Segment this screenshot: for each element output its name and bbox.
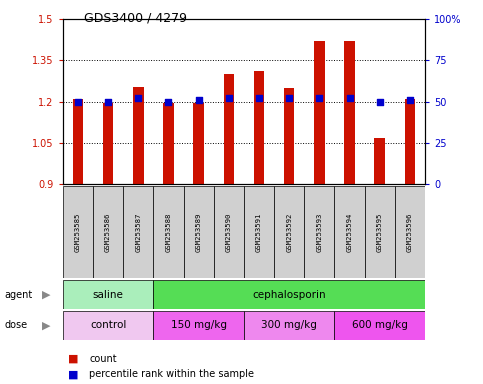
Text: GSM253587: GSM253587 [135, 213, 141, 252]
Text: ■: ■ [68, 369, 78, 379]
Point [195, 97, 202, 103]
Text: agent: agent [5, 290, 33, 300]
Bar [184, 186, 213, 278]
Bar [154, 280, 425, 309]
Text: ▶: ▶ [42, 320, 50, 331]
Text: ■: ■ [68, 354, 78, 364]
Bar [154, 311, 244, 340]
Bar [304, 186, 334, 278]
Text: percentile rank within the sample: percentile rank within the sample [89, 369, 255, 379]
Bar [374, 137, 385, 184]
Text: ▶: ▶ [42, 290, 50, 300]
Bar [213, 186, 244, 278]
Point [285, 95, 293, 101]
Bar [63, 311, 154, 340]
Bar [405, 99, 415, 184]
Bar [395, 186, 425, 278]
Point [376, 99, 384, 105]
Bar [274, 186, 304, 278]
Text: GSM253596: GSM253596 [407, 213, 413, 252]
Point [134, 95, 142, 101]
Bar [93, 186, 123, 278]
Text: GSM253589: GSM253589 [196, 213, 201, 252]
Point [225, 95, 233, 101]
Point [165, 99, 172, 105]
Bar [334, 186, 365, 278]
Bar [154, 186, 184, 278]
Text: GSM253588: GSM253588 [166, 213, 171, 252]
Bar [334, 311, 425, 340]
Bar [224, 74, 234, 184]
Bar [103, 103, 114, 184]
Point [315, 95, 323, 101]
Text: GSM253585: GSM253585 [75, 213, 81, 252]
Point [74, 99, 82, 105]
Text: GSM253592: GSM253592 [286, 213, 292, 252]
Point [104, 99, 112, 105]
Text: 600 mg/kg: 600 mg/kg [352, 320, 408, 331]
Bar [344, 41, 355, 184]
Text: GSM253594: GSM253594 [347, 213, 353, 252]
Point [406, 97, 414, 103]
Text: GSM253586: GSM253586 [105, 213, 111, 252]
Bar [244, 311, 334, 340]
Text: dose: dose [5, 320, 28, 331]
Text: 150 mg/kg: 150 mg/kg [170, 320, 227, 331]
Text: GSM253595: GSM253595 [377, 213, 383, 252]
Text: count: count [89, 354, 117, 364]
Bar [133, 87, 143, 184]
Point [255, 95, 263, 101]
Text: 300 mg/kg: 300 mg/kg [261, 320, 317, 331]
Bar [123, 186, 154, 278]
Bar [72, 99, 83, 184]
Text: GSM253593: GSM253593 [316, 213, 322, 252]
Bar [365, 186, 395, 278]
Bar [244, 186, 274, 278]
Bar [63, 186, 93, 278]
Point [346, 95, 354, 101]
Bar [163, 103, 174, 184]
Text: GDS3400 / 4279: GDS3400 / 4279 [84, 12, 187, 25]
Bar [314, 41, 325, 184]
Bar [193, 103, 204, 184]
Bar [254, 71, 264, 184]
Text: cephalosporin: cephalosporin [253, 290, 326, 300]
Text: saline: saline [93, 290, 124, 300]
Text: GSM253590: GSM253590 [226, 213, 232, 252]
Bar [63, 280, 154, 309]
Bar [284, 88, 295, 184]
Text: GSM253591: GSM253591 [256, 213, 262, 252]
Text: control: control [90, 320, 126, 331]
